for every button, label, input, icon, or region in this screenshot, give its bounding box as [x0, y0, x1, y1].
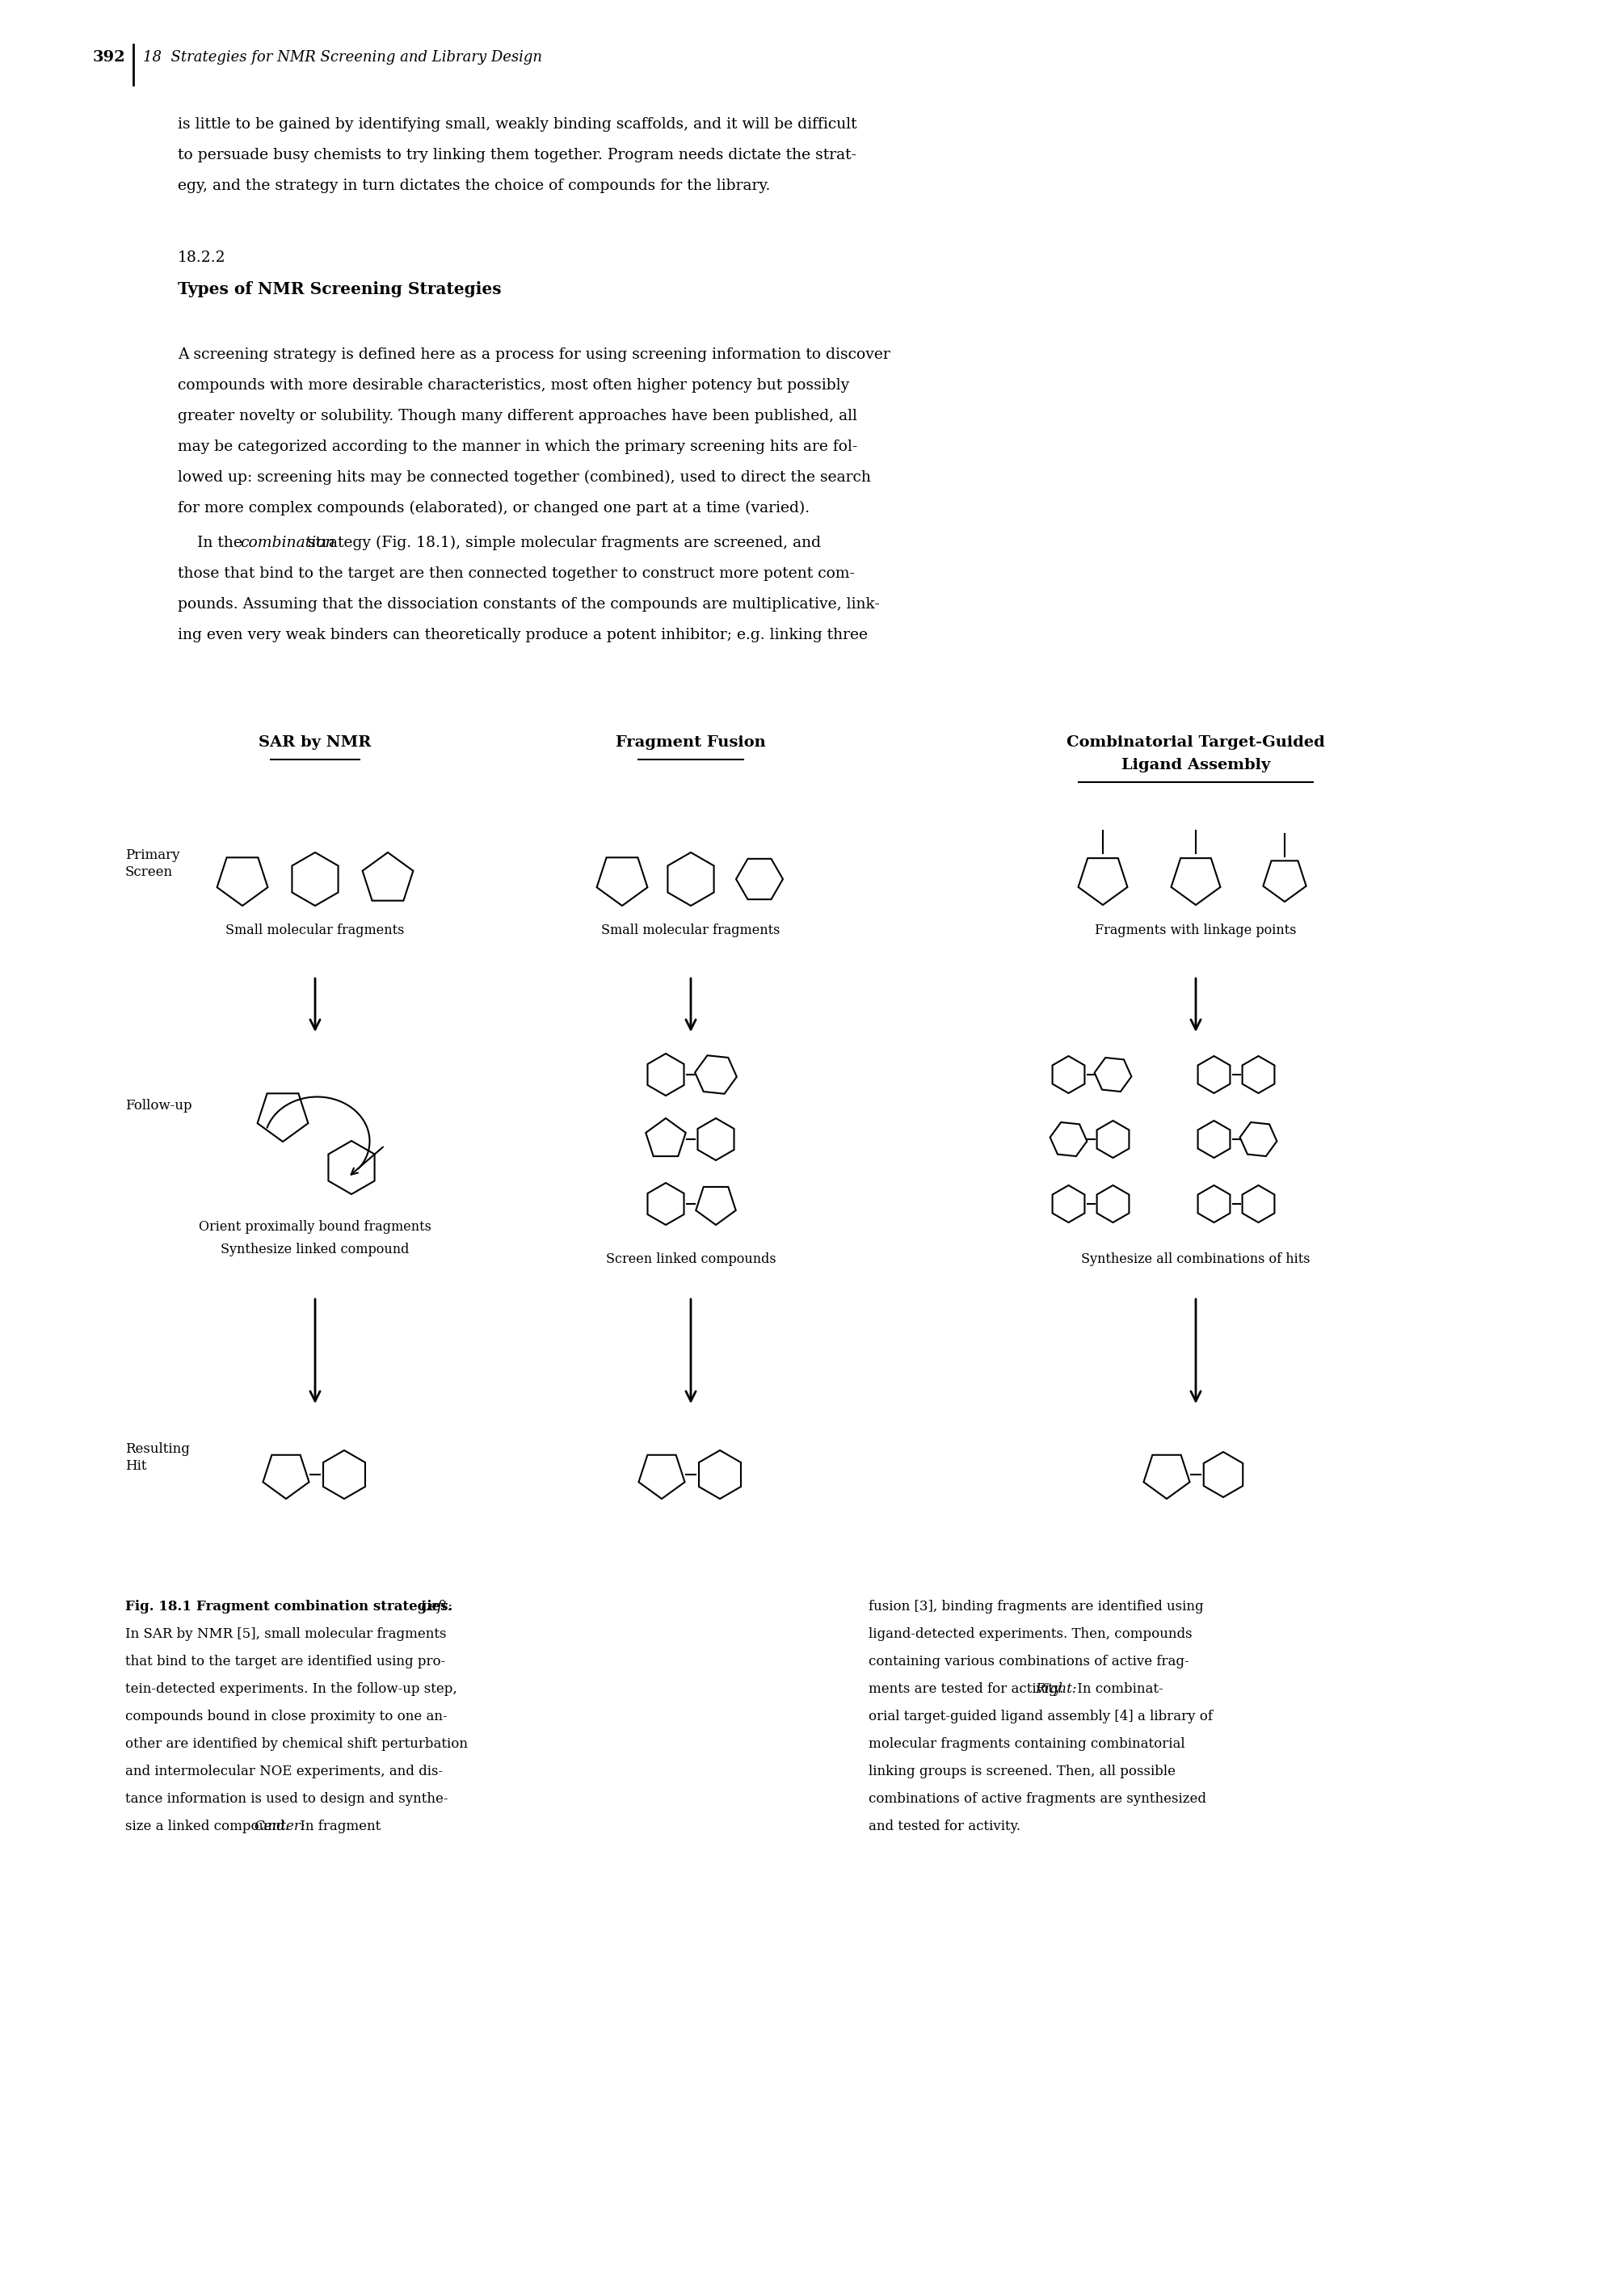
Text: egy, and the strategy in turn dictates the choice of compounds for the library.: egy, and the strategy in turn dictates t… [177, 179, 770, 192]
Text: that bind to the target are identified using pro-: that bind to the target are identified u… [125, 1655, 445, 1669]
Text: Right:: Right: [1034, 1682, 1077, 1696]
Text: lowed up: screening hits may be connected together (combined), used to direct th: lowed up: screening hits may be connecte… [177, 469, 870, 485]
Text: molecular fragments containing combinatorial: molecular fragments containing combinato… [869, 1737, 1186, 1751]
Text: combinations of active fragments are synthesized: combinations of active fragments are syn… [869, 1792, 1207, 1806]
Text: ing even very weak binders can theoretically produce a potent inhibitor; e.g. li: ing even very weak binders can theoretic… [177, 627, 867, 643]
Text: Fragments with linkage points: Fragments with linkage points [1095, 922, 1296, 936]
Text: greater novelty or solubility. Though many different approaches have been publis: greater novelty or solubility. Though ma… [177, 410, 857, 423]
Text: containing various combinations of active frag-: containing various combinations of activ… [869, 1655, 1189, 1669]
Text: Fig. 18.1: Fig. 18.1 [125, 1600, 192, 1614]
Text: strategy (Fig. 18.1), simple molecular fragments are screened, and: strategy (Fig. 18.1), simple molecular f… [304, 536, 822, 549]
Text: In the: In the [177, 536, 247, 549]
Text: tein-detected experiments. In the follow-up step,: tein-detected experiments. In the follow… [125, 1682, 456, 1696]
Text: In SAR by NMR [5], small molecular fragments: In SAR by NMR [5], small molecular fragm… [125, 1627, 447, 1641]
Text: Small molecular fragments: Small molecular fragments [601, 922, 780, 936]
Text: may be categorized according to the manner in which the primary screening hits a: may be categorized according to the mann… [177, 439, 857, 453]
Text: 18.2.2: 18.2.2 [177, 250, 226, 266]
Text: Screen linked compounds: Screen linked compounds [606, 1252, 776, 1266]
Text: is little to be gained by identifying small, weakly binding scaffolds, and it wi: is little to be gained by identifying sm… [177, 117, 857, 133]
Text: Orient proximally bound fragments: Orient proximally bound fragments [198, 1220, 432, 1234]
Text: Fragment Fusion: Fragment Fusion [615, 735, 767, 751]
Text: Fragment combination strategies.: Fragment combination strategies. [197, 1600, 453, 1614]
Text: SAR by NMR: SAR by NMR [258, 735, 372, 751]
Text: orial target-guided ligand assembly [4] a library of: orial target-guided ligand assembly [4] … [869, 1710, 1213, 1724]
Text: Small molecular fragments: Small molecular fragments [226, 922, 404, 936]
Text: and tested for activity.: and tested for activity. [869, 1820, 1020, 1833]
Text: A screening strategy is defined here as a process for using screening informatio: A screening strategy is defined here as … [177, 348, 890, 362]
Text: 392: 392 [93, 50, 125, 64]
Text: In combinat-: In combinat- [1073, 1682, 1163, 1696]
Text: Resulting
Hit: Resulting Hit [125, 1442, 190, 1472]
Text: Types of NMR Screening Strategies: Types of NMR Screening Strategies [177, 282, 502, 298]
Text: combination: combination [240, 536, 336, 549]
Text: other are identified by chemical shift perturbation: other are identified by chemical shift p… [125, 1737, 468, 1751]
Text: ments are tested for activity.: ments are tested for activity. [869, 1682, 1067, 1696]
Text: Center:: Center: [255, 1820, 305, 1833]
Text: Combinatorial Target-Guided: Combinatorial Target-Guided [1067, 735, 1325, 751]
Text: compounds with more desirable characteristics, most often higher potency but pos: compounds with more desirable characteri… [177, 378, 849, 394]
Text: Follow-up: Follow-up [125, 1099, 192, 1112]
Text: Ligand Assembly: Ligand Assembly [1121, 758, 1270, 771]
Text: those that bind to the target are then connected together to construct more pote: those that bind to the target are then c… [177, 565, 854, 581]
Text: and intermolecular NOE experiments, and dis-: and intermolecular NOE experiments, and … [125, 1765, 443, 1779]
Text: to persuade busy chemists to try linking them together. Program needs dictate th: to persuade busy chemists to try linking… [177, 149, 856, 163]
Text: size a linked compound.: size a linked compound. [125, 1820, 294, 1833]
Text: Primary
Screen: Primary Screen [125, 849, 180, 879]
Text: Synthesize linked compound: Synthesize linked compound [221, 1243, 409, 1257]
Text: fusion [3], binding fragments are identified using: fusion [3], binding fragments are identi… [869, 1600, 1203, 1614]
Text: pounds. Assuming that the dissociation constants of the compounds are multiplica: pounds. Assuming that the dissociation c… [177, 597, 880, 611]
Text: for more complex compounds (elaborated), or changed one part at a time (varied).: for more complex compounds (elaborated),… [177, 501, 810, 515]
Text: ligand-detected experiments. Then, compounds: ligand-detected experiments. Then, compo… [869, 1627, 1192, 1641]
Text: 18  Strategies for NMR Screening and Library Design: 18 Strategies for NMR Screening and Libr… [143, 50, 542, 64]
Text: Left:: Left: [416, 1600, 451, 1614]
Text: compounds bound in close proximity to one an-: compounds bound in close proximity to on… [125, 1710, 447, 1724]
Text: In fragment: In fragment [296, 1820, 380, 1833]
Text: Synthesize all combinations of hits: Synthesize all combinations of hits [1082, 1252, 1311, 1266]
Text: linking groups is screened. Then, all possible: linking groups is screened. Then, all po… [869, 1765, 1176, 1779]
Text: tance information is used to design and synthe-: tance information is used to design and … [125, 1792, 448, 1806]
